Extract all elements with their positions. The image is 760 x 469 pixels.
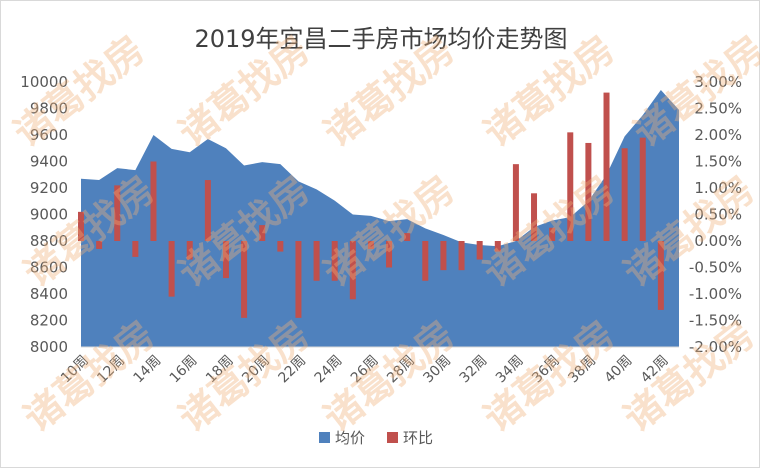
mom-change-bar [531, 193, 538, 241]
mom-change-bar [567, 132, 574, 241]
y-right-tick-label: 1.00% [694, 179, 742, 197]
mom-change-bar [78, 211, 84, 241]
mom-change-bar [639, 137, 646, 241]
mom-change-bar [494, 241, 501, 252]
x-tick-label: 22周 [275, 353, 309, 387]
legend-swatch [319, 432, 330, 443]
y-left-tick-label: 8400 [30, 285, 68, 303]
mom-change-bar [168, 241, 175, 297]
avg-price-area [81, 89, 679, 347]
mom-change-bar [549, 227, 556, 241]
y-right-tick-label: 3.00% [694, 73, 742, 91]
legend-label: 环比 [403, 429, 433, 447]
y-left-tick-label: 8200 [30, 312, 68, 330]
x-tick-label: 18周 [203, 353, 237, 387]
x-tick-label: 24周 [312, 353, 346, 387]
mom-change-bar [657, 241, 664, 310]
mom-change-bar [114, 185, 121, 241]
mom-change-bar [295, 241, 302, 318]
x-tick-label: 40周 [602, 353, 636, 387]
mom-change-bar [349, 241, 356, 300]
x-tick-label: 30周 [420, 353, 454, 387]
x-tick-label: 42周 [638, 353, 672, 387]
mom-change-bar [603, 92, 610, 241]
mom-change-bar [313, 241, 320, 281]
y-left-tick-label: 8600 [30, 259, 68, 277]
mom-change-bar [132, 241, 139, 257]
y-right-tick-label: 0.50% [694, 206, 742, 224]
y-right-tick-label: -1.00% [689, 285, 742, 303]
mom-change-bar [458, 241, 465, 271]
mom-change-bar [512, 164, 519, 241]
y-left-tick-label: 9800 [30, 100, 68, 118]
y-left-tick-label: 9600 [30, 126, 68, 144]
x-tick-label: 26周 [348, 353, 382, 387]
y-right-tick-label: 2.50% [694, 100, 742, 118]
x-tick-label: 16周 [167, 353, 201, 387]
mom-change-bar [422, 241, 429, 281]
mom-change-bar [277, 241, 284, 252]
y-left-tick-label: 9400 [30, 153, 68, 171]
x-tick-label: 34周 [493, 353, 527, 387]
x-tick-label: 14周 [130, 353, 164, 387]
mom-change-bar [367, 241, 374, 249]
y-right-tick-label: -1.50% [689, 312, 742, 330]
mom-change-bar [241, 241, 248, 318]
mom-change-bar [259, 225, 266, 241]
x-tick-label: 36周 [529, 353, 563, 387]
mom-change-bar [404, 233, 411, 241]
y-left-tick-label: 9000 [30, 206, 68, 224]
y-right-tick-label: -0.50% [689, 259, 742, 277]
x-tick-label: 10周 [58, 353, 92, 387]
legend-swatch [387, 432, 398, 443]
x-tick-label: 32周 [457, 353, 491, 387]
y-right-tick-label: 0.00% [694, 232, 742, 250]
mom-change-bar [186, 241, 193, 260]
x-tick-label: 20周 [239, 353, 273, 387]
chart-title: 2019年宜昌二手房市场均价走势图 [194, 25, 568, 53]
mom-change-bar [150, 161, 157, 241]
x-tick-label: 38周 [565, 353, 599, 387]
y-right-tick-label: -2.00% [689, 338, 742, 356]
mom-change-bar [222, 241, 229, 279]
mom-change-bar [204, 180, 211, 241]
y-right-tick-label: 2.00% [694, 126, 742, 144]
y-left-tick-label: 10000 [20, 73, 68, 91]
mom-change-bar [331, 241, 338, 281]
y-left-tick-label: 9200 [30, 179, 68, 197]
legend-label: 均价 [335, 429, 365, 447]
mom-change-bar [585, 142, 592, 241]
y-left-tick-label: 8800 [30, 232, 68, 250]
mom-change-bar [386, 241, 393, 268]
y-right-tick-label: 1.50% [694, 153, 742, 171]
x-tick-label: 28周 [384, 353, 418, 387]
mom-change-bar [476, 241, 483, 260]
mom-change-bar [440, 241, 447, 271]
mom-change-bar [621, 148, 628, 241]
y-left-tick-label: 8000 [30, 338, 68, 356]
mom-change-bar [96, 241, 103, 249]
x-tick-label: 12周 [94, 353, 128, 387]
